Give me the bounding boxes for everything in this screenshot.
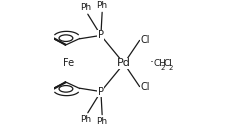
Text: CH: CH: [154, 59, 167, 68]
Text: Cl: Cl: [140, 35, 150, 45]
Polygon shape: [53, 82, 68, 90]
Text: Fe: Fe: [63, 59, 74, 68]
Text: 2: 2: [168, 66, 173, 72]
Text: ·: ·: [149, 56, 153, 69]
Text: Cl: Cl: [140, 82, 150, 92]
Text: Ph: Ph: [80, 3, 92, 12]
Text: Cl: Cl: [163, 59, 172, 68]
Text: Ph: Ph: [80, 115, 92, 124]
Text: Pd: Pd: [117, 59, 131, 68]
Text: P: P: [98, 87, 104, 97]
Text: 2: 2: [161, 66, 165, 72]
Text: Ph: Ph: [96, 117, 107, 126]
Text: Ph: Ph: [96, 1, 107, 10]
Polygon shape: [53, 37, 68, 45]
Text: P: P: [98, 30, 104, 40]
